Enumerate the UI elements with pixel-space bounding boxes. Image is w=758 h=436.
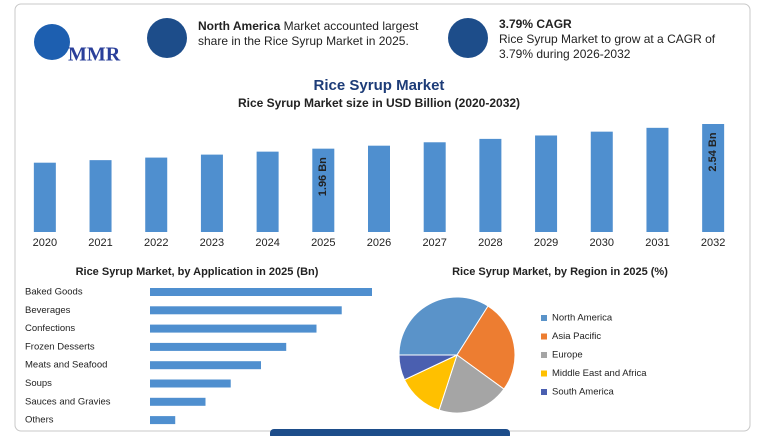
x-tick-label: 2023 [200,237,224,249]
logo: MMR [68,44,121,66]
bar [702,124,725,232]
category-label: Confections [25,323,75,334]
legend-label: Asia Pacific [552,331,601,342]
bar [33,162,56,232]
bar [150,342,287,351]
x-tick-label: 2020 [33,237,57,249]
x-tick-label: 2021 [88,237,112,249]
bar [150,416,176,425]
category-label: Sauces and Gravies [25,396,111,407]
pie-slice [438,354,505,414]
x-tick-label: 2029 [534,237,558,249]
x-tick-label: 2022 [144,237,168,249]
bar [646,127,669,232]
legend-swatch [541,352,547,358]
bar [150,397,206,406]
x-tick-label: 2030 [590,237,614,249]
data-label: 2.54 Bn [707,132,719,171]
icon [448,18,488,58]
category-label: Frozen Desserts [25,341,95,352]
legend-swatch [541,389,547,395]
card-text: Rice Syrup Market to grow at a CAGR of 3… [499,32,716,61]
x-tick-label: 2028 [478,237,502,249]
card-text: Market accounted largest share in the Ri… [198,19,419,48]
chart-title: Rice Syrup Market, by Application in 202… [76,266,319,278]
bar [368,145,390,232]
bar [590,131,613,232]
bar [150,379,231,388]
card-highlight: North America [198,19,281,33]
category-label: Beverages [25,305,71,316]
bar [150,324,317,333]
bar [200,154,223,232]
card: North America Market accounted largest s… [198,19,428,49]
legend-swatch [541,333,547,340]
logo-globe [34,24,70,60]
legend-label: North America [552,313,613,324]
icon [147,18,187,58]
bar [256,151,279,232]
category-label: Soups [25,378,52,389]
bar [312,148,335,232]
bar [145,157,168,232]
category-label: Baked Goods [25,287,83,298]
bar [89,160,112,232]
card-title: 3.79% CAGR [499,17,572,31]
pie-slice [456,305,516,390]
legend-swatch [541,370,547,377]
legend-label: Middle East and Africa [552,368,647,379]
x-tick-label: 2027 [422,237,446,249]
bar [150,306,342,315]
bar [150,361,261,370]
bar [150,288,372,296]
chart-title: Rice Syrup Market size in USD Billion (2… [238,96,520,110]
main-title: Rice Syrup Market [314,77,445,94]
legend-label: Europe [552,350,583,361]
footer-bar [270,429,510,436]
bar [423,142,446,232]
category-label: Meats and Seafood [25,360,107,371]
legend-label: South America [552,387,614,398]
x-tick-label: 2026 [367,237,391,249]
data-label: 1.96 Bn [317,157,329,196]
card: 3.79% CAGR Rice Syrup Market to grow at a… [499,17,744,62]
pie-slice [398,354,458,381]
bar [479,138,502,232]
legend-swatch [541,315,547,321]
bar [535,135,558,232]
x-tick-label: 2031 [645,237,669,249]
x-tick-label: 2024 [255,237,279,249]
chart-title: Rice Syrup Market, by Region in 2025 (%) [452,266,668,278]
x-tick-label: 2032 [701,237,725,249]
category-label: Others [25,415,54,426]
x-tick-label: 2025 [311,237,335,249]
